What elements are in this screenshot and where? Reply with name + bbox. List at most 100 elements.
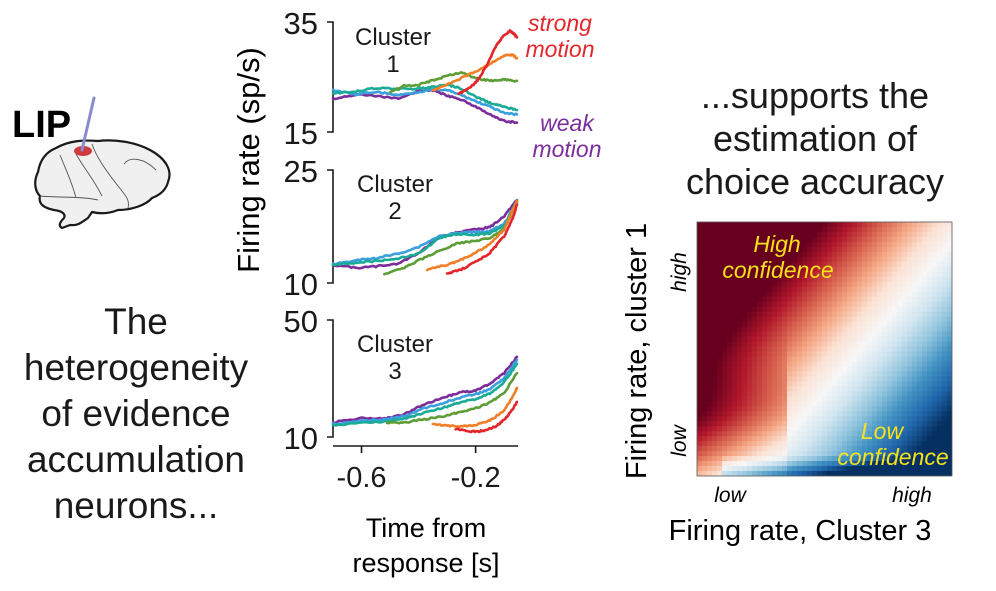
- heatmap-cell: [802, 461, 808, 467]
- heatmap-cell: [792, 341, 798, 348]
- heatmap-cell: [767, 301, 773, 308]
- heatmap-cell: [732, 301, 738, 308]
- heatmap-cell: [857, 346, 863, 353]
- heatmap-cell: [807, 281, 813, 288]
- heatmap-cell: [707, 316, 713, 323]
- heatmap-cell: [892, 236, 898, 243]
- heatmap-cell: [822, 356, 828, 363]
- heatmap-cell: [762, 381, 768, 387]
- heatmap-cell: [837, 236, 843, 243]
- heatmap-cell: [922, 471, 928, 476]
- heatmap-cell: [832, 286, 838, 293]
- heatmap-cell: [707, 356, 713, 363]
- heatmap-cell: [727, 226, 733, 233]
- heatmap-cell: [832, 246, 838, 253]
- heatmap-cell: [852, 436, 858, 442]
- heatmap-cell: [792, 296, 798, 303]
- heatmap-cell: [777, 376, 783, 382]
- heatmap-cell: [732, 281, 738, 288]
- heatmap-cell: [852, 431, 858, 437]
- heatmap-cell: [722, 256, 728, 263]
- heatmap-cell: [947, 416, 952, 422]
- heatmap-cell: [862, 346, 868, 353]
- heatmap-cell: [882, 346, 888, 353]
- heatmap-cell: [712, 281, 718, 288]
- heatmap-cell: [772, 301, 778, 308]
- heatmap-cell: [767, 341, 773, 348]
- heatmap-cell: [737, 441, 743, 447]
- heatmap-cell: [752, 471, 758, 476]
- heatmap-cell: [777, 311, 783, 318]
- heatmap-cell: [707, 286, 713, 293]
- heatmap-cell: [697, 466, 703, 472]
- heatmap-cell: [942, 306, 948, 313]
- heatmap-cell: [932, 251, 938, 258]
- heatmap-cell: [777, 431, 783, 437]
- heatmap-cell: [747, 246, 753, 253]
- heatmap-cell: [697, 461, 703, 467]
- heatmap-cell: [932, 351, 938, 358]
- heatmap-cell: [877, 471, 883, 476]
- heatmap-cell: [877, 376, 883, 382]
- heatmap-cell: [827, 461, 833, 467]
- heatmap-cell: [927, 326, 933, 333]
- heatmap-cell: [762, 431, 768, 437]
- heatmap-cell: [897, 381, 903, 387]
- heatmap-cell: [892, 356, 898, 363]
- heatmap-cell: [892, 371, 898, 377]
- heatmap-cell: [817, 236, 823, 243]
- heatmap-cell: [797, 296, 803, 303]
- heatmap-cell: [717, 281, 723, 288]
- heatmap-cell: [757, 326, 763, 333]
- heatmap-cell: [727, 276, 733, 283]
- heatmap-cell: [882, 466, 888, 472]
- heatmap-cell: [817, 381, 823, 387]
- heatmap-cell: [757, 276, 763, 283]
- heatmap-cell: [732, 466, 738, 472]
- heatmap-cell: [842, 251, 848, 258]
- heatmap-cell: [742, 361, 748, 368]
- heatmap-cell: [872, 291, 878, 298]
- heatmap-cell: [737, 331, 743, 338]
- heatmap-cell: [887, 236, 893, 243]
- heatmap-cell: [907, 421, 913, 427]
- caption-line: accumulation: [27, 439, 245, 480]
- heatmap-cell: [707, 231, 713, 238]
- heatmap-cell: [867, 261, 873, 268]
- heatmap-cell: [837, 286, 843, 293]
- heatmap-cell: [717, 356, 723, 363]
- heatmap-cell: [697, 406, 703, 412]
- heatmap-cell: [707, 266, 713, 273]
- heatmap-cell: [737, 436, 743, 442]
- heatmap-cell: [822, 371, 828, 377]
- heatmap-cell: [852, 396, 858, 402]
- heatmap-cell: [817, 251, 823, 258]
- heatmap-cell: [932, 281, 938, 288]
- heatmap-cell: [832, 306, 838, 313]
- heatmap-cell: [847, 306, 853, 313]
- heatmap-cell: [757, 286, 763, 293]
- heatmap-cell: [907, 306, 913, 313]
- heatmap-cell: [742, 231, 748, 238]
- heatmap-cell: [827, 261, 833, 268]
- heatmap-cell: [762, 391, 768, 397]
- heatmap-cell: [797, 466, 803, 472]
- heatmap-cell: [717, 431, 723, 437]
- heatmap-cell: [887, 461, 893, 467]
- heatmap-cell: [732, 246, 738, 253]
- heatmap-cell: [752, 451, 758, 457]
- heatmap-cell: [907, 316, 913, 323]
- heatmap-cell: [752, 396, 758, 402]
- heatmap-cell: [742, 351, 748, 358]
- heatmap-cell: [902, 356, 908, 363]
- heatmap-cell: [732, 261, 738, 268]
- heatmap-cell: [877, 456, 883, 462]
- heatmap-cell: [932, 226, 938, 233]
- heatmap-cell: [922, 391, 928, 397]
- heatmap-cell: [707, 391, 713, 397]
- heatmap-cell: [712, 396, 718, 402]
- heatmap-cell: [777, 266, 783, 273]
- caption-line: of evidence: [41, 393, 230, 434]
- heatmap-cell: [727, 296, 733, 303]
